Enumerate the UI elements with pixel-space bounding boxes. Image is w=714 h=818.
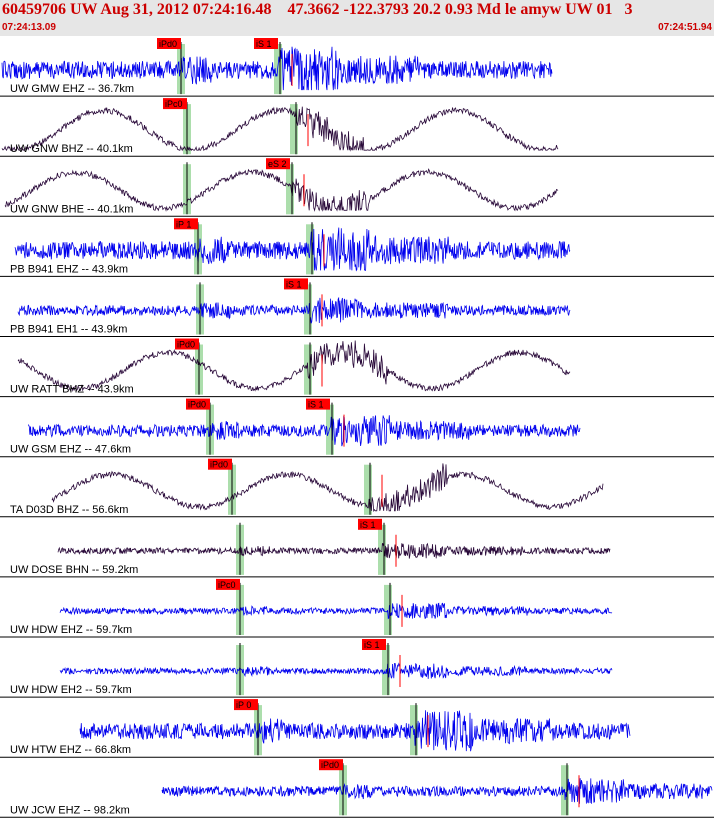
p-pick-tag: iPd0 <box>188 400 206 410</box>
trace-row: iPd0 TA D03D BHZ -- 56.6km <box>0 458 714 518</box>
waveform <box>79 710 631 752</box>
s-pick-tag-bg <box>284 278 308 290</box>
p-pick-tag: iPd0 <box>321 760 339 770</box>
s-pick-band <box>384 584 392 635</box>
trace-row: iPd0 iS 1 UW GMW EHZ -- 36.7km <box>0 38 714 97</box>
trace-row: iPd0 UW RATT BHZ -- 43.9km <box>0 338 714 398</box>
p-pick-tag-bg <box>163 98 187 110</box>
trace-row: iPc0 UW HDW EHZ -- 59.7km <box>0 578 714 638</box>
trace-row: iS 1 UW DOSE BHN -- 59.2km <box>0 518 714 578</box>
waveform <box>4 168 559 212</box>
waveform <box>59 602 613 620</box>
waveform <box>1 46 553 91</box>
p-pick-tag-bg <box>234 699 258 711</box>
p-pick-tag-bg <box>319 759 343 771</box>
s-pick-tag: iS 1 <box>364 640 380 650</box>
s-pick-band <box>364 464 372 515</box>
waveform <box>17 340 571 392</box>
p-pick-tag-bg <box>175 338 199 350</box>
s-pick-tag-bg <box>254 38 278 49</box>
trace-label: PB B941 EHZ -- 43.9km <box>10 263 128 275</box>
s-pick-band <box>561 765 569 816</box>
waveform <box>59 662 613 679</box>
trace-row: iPd0 iS 1 UW GSM EHZ -- 47.6km <box>0 398 714 458</box>
s-pick-tag-bg <box>266 158 290 170</box>
s-pick-band <box>274 44 282 95</box>
p-pick-tag: iPc0 <box>218 580 236 590</box>
p-pick-tag: iPd0 <box>210 460 228 470</box>
p-pick-tag: iP 0 <box>236 700 251 710</box>
trace-label: UW HDW EHZ -- 59.7km <box>10 624 132 636</box>
waveform <box>1 106 559 152</box>
p-pick-tag-bg <box>216 578 240 590</box>
s-pick-band <box>304 284 312 335</box>
p-pick-tag-bg <box>157 38 181 49</box>
s-pick-tag: iS 1 <box>360 520 376 530</box>
seismogram-panel: iPd0 iS 1 UW GMW EHZ -- 36.7km iPc0 UW GNW B… <box>0 38 714 818</box>
start-time: 07:24:13.09 <box>2 22 56 33</box>
trace-row: iP 1 PB B941 EHZ -- 43.9km <box>0 218 714 277</box>
trace-label: UW HDW EH2 -- 59.7km <box>10 684 132 696</box>
trace-label: UW RATT BHZ -- 43.9km <box>10 384 134 396</box>
trace-label: UW HTW EHZ -- 66.8km <box>10 744 131 756</box>
trace-row: iS 1 PB B941 EH1 -- 43.9km <box>0 278 714 337</box>
waveform <box>51 463 604 513</box>
s-pick-tag-bg <box>362 639 386 650</box>
p-pick-tag-bg <box>186 398 210 410</box>
s-pick-band <box>290 104 298 155</box>
p-pick-tag: iP 1 <box>176 219 191 229</box>
waveform <box>14 227 571 272</box>
p-pick-tag: iPc0 <box>165 99 183 109</box>
waveform <box>161 778 713 804</box>
end-time: 07:24:51.94 <box>658 22 712 33</box>
p-pick-tag-bg <box>208 458 232 470</box>
s-pick-band <box>286 164 294 215</box>
trace-row: iPd0 UW JCW EHZ -- 98.2km <box>0 759 714 818</box>
p-pick-tag: iPd0 <box>177 340 195 350</box>
event-title: 60459706 UW Aug 31, 2012 07:24:16.48 47.… <box>2 1 633 18</box>
trace-label: PB B941 EH1 -- 43.9km <box>10 324 127 336</box>
trace-label: UW JCW EHZ -- 98.2km <box>10 804 130 816</box>
s-pick-tag: eS 2 <box>268 159 287 169</box>
s-pick-band <box>326 404 334 455</box>
p-pick-tag-bg <box>174 218 198 230</box>
trace-row: iP 0 UW HTW EHZ -- 66.8km <box>0 699 714 758</box>
trace-row: iPc0 UW GNW BHZ -- 40.1km <box>0 98 714 157</box>
s-pick-tag-bg <box>358 518 382 530</box>
s-pick-tag-bg <box>306 398 330 410</box>
waveform <box>27 415 581 447</box>
waveform <box>57 542 611 559</box>
waveform <box>17 296 571 324</box>
s-pick-tag: iS 1 <box>256 39 272 49</box>
header-bar: 60459706 UW Aug 31, 2012 07:24:16.48 47.… <box>0 0 714 36</box>
trace-row: iS 1 UW HDW EH2 -- 59.7km <box>0 639 714 698</box>
trace-row: eS 2 UW GNW BHE -- 40.1km <box>0 158 714 217</box>
s-pick-tag: iS 1 <box>286 279 302 289</box>
p-pick-tag: iPd0 <box>159 39 177 49</box>
trace-label: UW DOSE BHN -- 59.2km <box>10 564 138 576</box>
trace-label: UW GMW EHZ -- 36.7km <box>10 83 134 95</box>
s-pick-tag: iS 1 <box>308 400 324 410</box>
trace-label: UW GNW BHZ -- 40.1km <box>10 143 133 155</box>
trace-label: UW GSM EHZ -- 47.6km <box>10 444 131 456</box>
trace-label: UW GNW BHE -- 40.1km <box>10 203 133 215</box>
trace-label: TA D03D BHZ -- 56.6km <box>10 504 128 516</box>
